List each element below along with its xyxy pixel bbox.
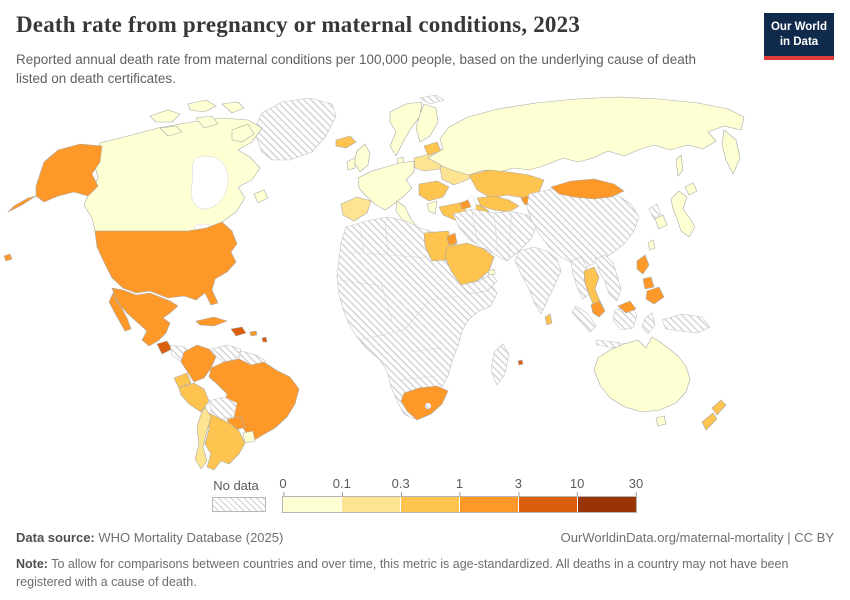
country-sumatra[interactable] [571,305,597,333]
data-source-label: Data source: [16,530,95,545]
attribution-link[interactable]: OurWorldinData.org/maternal-mortality | … [560,530,834,545]
page-title: Death rate from pregnancy or maternal co… [16,12,581,37]
legend-tick-label: 3 [514,476,522,497]
country-malaysia[interactable] [590,300,606,318]
country-usa[interactable] [94,221,238,306]
country-lesotho[interactable] [424,402,432,410]
country-canada-islands[interactable] [149,99,269,204]
legend-color-bar [282,496,637,513]
country-guatemala[interactable] [156,340,173,355]
country-alaska[interactable] [7,143,103,213]
country-greece[interactable] [426,200,438,215]
country-bolivia[interactable] [208,396,238,420]
country-svalbard[interactable] [419,94,445,105]
country-philippines[interactable] [636,254,665,305]
country-taiwan[interactable] [647,239,656,251]
country-uk[interactable] [353,143,371,173]
country-mauritius[interactable] [517,359,524,366]
country-russia[interactable] [427,96,745,177]
legend-tick-labels: 0 0.1 0.3 1 3 10 30 [279,476,643,497]
country-iceland[interactable] [335,135,357,149]
country-puerto-rico[interactable] [249,330,258,337]
country-venezuela[interactable] [210,344,242,363]
country-scandinavia[interactable] [389,101,423,157]
country-mongolia[interactable] [550,178,625,200]
country-madagascar[interactable] [490,343,510,386]
data-source-value: WHO Mortality Database (2025) [98,530,284,545]
country-uruguay[interactable] [242,430,256,444]
country-chile[interactable] [194,406,212,470]
country-mexico[interactable] [108,287,179,347]
country-balkans[interactable] [418,180,450,202]
middle-east-internal-borders [471,211,513,261]
owid-logo-line2: in Data [779,35,819,48]
hudson-bay [190,155,229,210]
country-indochina[interactable] [594,254,622,302]
country-peru[interactable] [178,382,210,413]
data-source-line: Data source: WHO Mortality Database (202… [16,530,283,545]
country-malaysia-borneo[interactable] [617,300,637,314]
legend-bucket-3[interactable] [459,497,518,512]
legend-bucket-2[interactable] [400,497,459,512]
legend-tick-label: 30 [628,476,644,497]
country-central-asia[interactable] [476,195,520,213]
country-hispaniola[interactable] [230,326,247,337]
owid-logo-line1: Our World [770,21,827,33]
country-azerbaijan[interactable] [459,199,472,210]
legend-no-data-swatch[interactable] [212,497,266,512]
legend-tick-label: 10 [569,476,585,497]
country-iberia[interactable] [340,196,372,222]
legend-bucket-0[interactable] [283,497,341,512]
country-greenland[interactable] [253,97,337,161]
legend-tick-label: 0 [279,476,287,497]
country-colombia[interactable] [180,344,217,383]
legend-tick-label: 0.3 [391,476,410,497]
country-australia[interactable] [593,336,691,413]
country-lesser-antilles[interactable] [261,336,268,343]
legend-tick-label: 0.1 [332,476,351,497]
country-india[interactable] [514,246,562,315]
legend-tick-label: 1 [455,476,464,497]
country-argentina[interactable] [204,412,246,471]
country-ecuador[interactable] [173,372,192,389]
country-levant[interactable] [446,232,458,246]
footer-note: Note: To allow for comparisons between c… [16,555,828,591]
country-sulawesi[interactable] [641,312,656,335]
owid-logo[interactable]: Our World in Data [764,13,834,60]
country-yemen-oman[interactable] [460,273,498,295]
country-new-zealand[interactable] [701,399,727,431]
world-map [0,88,850,476]
legend-bucket-1[interactable] [341,497,400,512]
footer-note-label: Note: [16,557,48,571]
footer-note-text: To allow for comparisons between countri… [16,557,789,590]
country-south-africa[interactable] [400,385,449,421]
country-new-guinea[interactable] [661,313,711,334]
country-south-korea[interactable] [654,214,668,230]
country-finland[interactable] [415,103,439,143]
legend-bucket-4[interactable] [518,497,577,512]
country-hawaii[interactable] [3,253,13,262]
country-tasmania[interactable] [655,415,667,427]
country-north-korea[interactable] [648,203,662,220]
country-ireland[interactable] [346,157,356,171]
map-legend: No data 0 0.1 0.3 1 3 10 30 [0,476,850,518]
region-europe-mainland[interactable] [357,160,415,211]
country-japan[interactable] [670,182,698,238]
africa-internal-borders [339,219,459,381]
country-saudi-arabia[interactable] [444,242,495,286]
legend-bucket-5[interactable] [577,497,636,512]
chart-footer: Data source: WHO Mortality Database (202… [16,530,834,591]
legend-no-data-label: No data [213,478,259,493]
country-uae[interactable] [487,268,496,276]
country-cuba[interactable] [195,316,228,327]
country-sri-lanka[interactable] [544,313,553,326]
chart-subtitle: Reported annual death rate from maternal… [16,52,696,87]
